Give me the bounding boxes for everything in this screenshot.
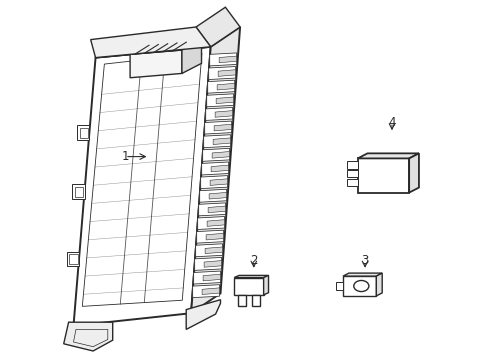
Polygon shape <box>67 252 79 266</box>
Polygon shape <box>252 295 260 306</box>
Polygon shape <box>196 230 223 243</box>
Polygon shape <box>205 121 232 134</box>
Polygon shape <box>196 244 222 257</box>
Polygon shape <box>204 135 231 148</box>
Polygon shape <box>358 153 419 158</box>
Polygon shape <box>209 67 236 80</box>
Polygon shape <box>130 40 201 54</box>
Polygon shape <box>343 276 376 296</box>
Polygon shape <box>64 322 113 351</box>
Polygon shape <box>210 179 228 185</box>
Polygon shape <box>409 153 419 193</box>
Polygon shape <box>347 170 358 177</box>
Polygon shape <box>212 152 230 158</box>
Polygon shape <box>77 126 89 140</box>
Polygon shape <box>186 300 220 329</box>
Polygon shape <box>234 275 269 278</box>
Polygon shape <box>73 184 84 199</box>
Polygon shape <box>347 161 358 168</box>
Polygon shape <box>336 282 343 290</box>
Polygon shape <box>218 70 236 76</box>
Text: 4: 4 <box>388 116 396 129</box>
Polygon shape <box>347 179 358 186</box>
Polygon shape <box>238 295 246 306</box>
Text: 1: 1 <box>121 150 129 163</box>
Polygon shape <box>203 274 220 281</box>
Polygon shape <box>206 233 223 240</box>
Polygon shape <box>204 261 221 267</box>
Polygon shape <box>198 203 225 216</box>
Polygon shape <box>214 124 232 131</box>
Polygon shape <box>234 278 264 295</box>
Polygon shape <box>203 148 230 161</box>
Polygon shape <box>358 158 409 193</box>
Polygon shape <box>200 189 227 202</box>
Polygon shape <box>206 107 233 120</box>
Polygon shape <box>202 162 229 175</box>
Text: 3: 3 <box>361 255 369 267</box>
Polygon shape <box>82 53 202 306</box>
Polygon shape <box>205 247 222 253</box>
Polygon shape <box>194 271 220 284</box>
Polygon shape <box>197 216 224 229</box>
Polygon shape <box>195 257 221 270</box>
Text: 2: 2 <box>250 255 258 267</box>
Polygon shape <box>376 273 382 296</box>
Polygon shape <box>202 288 220 294</box>
Polygon shape <box>215 111 233 117</box>
Polygon shape <box>130 50 182 78</box>
Polygon shape <box>210 53 237 66</box>
Polygon shape <box>264 275 269 295</box>
Polygon shape <box>343 273 382 276</box>
Polygon shape <box>91 27 211 58</box>
Polygon shape <box>96 27 240 58</box>
Polygon shape <box>182 40 201 73</box>
Polygon shape <box>219 56 237 63</box>
Polygon shape <box>207 220 224 226</box>
Polygon shape <box>216 97 234 104</box>
Polygon shape <box>201 176 228 189</box>
Polygon shape <box>217 84 235 90</box>
Polygon shape <box>74 47 211 326</box>
Polygon shape <box>209 193 227 199</box>
Polygon shape <box>196 7 240 47</box>
Polygon shape <box>207 94 234 107</box>
Polygon shape <box>211 165 229 172</box>
Polygon shape <box>213 138 231 144</box>
Polygon shape <box>208 206 225 213</box>
Polygon shape <box>208 80 235 93</box>
Polygon shape <box>193 285 220 298</box>
Polygon shape <box>191 27 240 313</box>
